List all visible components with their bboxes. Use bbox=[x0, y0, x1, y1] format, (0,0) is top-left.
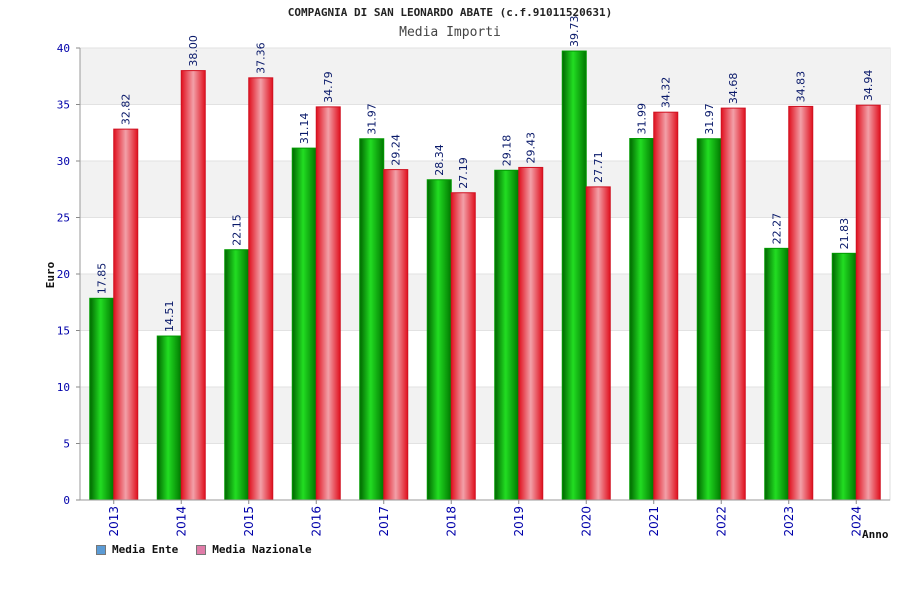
grid-band bbox=[80, 48, 890, 105]
bar-media-ente-2020 bbox=[561, 50, 587, 501]
data-label-media-ente-2013: 17.85 bbox=[96, 263, 109, 295]
x-tick-label-2022: 2022 bbox=[714, 506, 728, 537]
bar-media-nazionale-2017 bbox=[383, 169, 409, 501]
y-tick-label: 40 bbox=[57, 42, 70, 55]
bar-media-ente-2014 bbox=[156, 335, 182, 501]
bar-media-ente-2017 bbox=[359, 138, 385, 501]
data-label-media-ente-2014: 14.51 bbox=[163, 301, 176, 333]
bar-media-ente-2023 bbox=[764, 247, 790, 501]
y-tick-label: 30 bbox=[57, 155, 70, 168]
legend-label-media-ente: Media Ente bbox=[112, 543, 179, 556]
y-tick-label: 0 bbox=[63, 494, 70, 507]
x-tick-label-2014: 2014 bbox=[174, 506, 188, 537]
data-label-media-ente-2015: 22.15 bbox=[231, 214, 244, 246]
x-tick-label-2018: 2018 bbox=[444, 506, 458, 537]
legend-swatch-media-ente bbox=[96, 544, 106, 555]
bar-media-nazionale-2019 bbox=[518, 166, 544, 501]
x-tick-label-2013: 2013 bbox=[107, 506, 121, 537]
chart-subtitle: Media Importi bbox=[399, 25, 501, 40]
bar-media-nazionale-2020 bbox=[585, 186, 611, 501]
data-label-media-nazionale-2016: 34.79 bbox=[322, 71, 335, 103]
legend-swatch-media-nazionale bbox=[196, 544, 207, 555]
data-label-media-nazionale-2013: 32.82 bbox=[120, 94, 133, 126]
grid-band bbox=[80, 274, 890, 331]
data-label-media-ente-2024: 21.83 bbox=[838, 218, 851, 250]
y-tick-label: 5 bbox=[63, 438, 70, 451]
y-axis-label: Euro bbox=[44, 261, 57, 288]
bar-media-ente-2021 bbox=[629, 138, 655, 501]
y-tick-label: 20 bbox=[57, 268, 70, 281]
data-label-media-ente-2022: 31.97 bbox=[703, 103, 716, 135]
bar-media-ente-2022 bbox=[696, 138, 722, 501]
data-label-media-ente-2016: 31.14 bbox=[298, 113, 311, 145]
bar-media-nazionale-2024 bbox=[855, 104, 881, 501]
bar-media-ente-2015 bbox=[224, 249, 250, 501]
bar-media-ente-2019 bbox=[494, 169, 520, 501]
bar-media-nazionale-2018 bbox=[450, 192, 476, 501]
legend-item-media-ente: Media Ente bbox=[96, 543, 178, 556]
x-tick-label-2023: 2023 bbox=[782, 506, 796, 537]
bar-media-nazionale-2014 bbox=[180, 70, 206, 501]
legend-item-media-nazionale: Media Nazionale bbox=[196, 543, 312, 556]
x-tick-label-2017: 2017 bbox=[377, 506, 391, 537]
chart-title: COMPAGNIA DI SAN LEONARDO ABATE (c.f.910… bbox=[287, 6, 613, 19]
bar-media-ente-2013 bbox=[89, 297, 115, 501]
data-label-media-ente-2018: 28.34 bbox=[433, 144, 446, 176]
data-label-media-nazionale-2020: 27.71 bbox=[592, 151, 605, 183]
data-label-media-ente-2017: 31.97 bbox=[366, 103, 379, 135]
data-label-media-nazionale-2015: 37.36 bbox=[255, 42, 268, 74]
bar-media-ente-2016 bbox=[291, 147, 317, 501]
grid-band bbox=[80, 161, 890, 218]
bar-media-nazionale-2022 bbox=[720, 107, 746, 501]
data-label-media-nazionale-2014: 38.00 bbox=[187, 35, 200, 67]
bar-media-nazionale-2013 bbox=[113, 128, 139, 501]
bar-media-ente-2018 bbox=[426, 179, 452, 501]
x-tick-label-2021: 2021 bbox=[647, 506, 661, 537]
data-label-media-nazionale-2022: 34.68 bbox=[727, 73, 740, 105]
data-label-media-ente-2023: 22.27 bbox=[771, 213, 784, 245]
grid-band bbox=[80, 387, 890, 444]
legend: Media Ente Media Nazionale bbox=[96, 543, 312, 556]
legend-label-media-nazionale: Media Nazionale bbox=[212, 543, 312, 556]
data-label-media-nazionale-2018: 27.19 bbox=[457, 157, 470, 189]
x-tick-label-2016: 2016 bbox=[309, 506, 323, 537]
data-label-media-ente-2021: 31.99 bbox=[636, 103, 649, 135]
data-label-media-nazionale-2024: 34.94 bbox=[862, 70, 875, 102]
y-tick-label: 10 bbox=[57, 381, 70, 394]
data-label-media-nazionale-2023: 34.83 bbox=[795, 71, 808, 103]
bar-media-nazionale-2021 bbox=[653, 111, 679, 501]
data-label-media-nazionale-2019: 29.43 bbox=[525, 132, 538, 164]
x-tick-label-2019: 2019 bbox=[512, 506, 526, 537]
bar-media-nazionale-2023 bbox=[788, 105, 814, 501]
data-label-media-nazionale-2017: 29.24 bbox=[390, 134, 403, 166]
y-tick-label: 15 bbox=[57, 325, 70, 338]
x-tick-label-2024: 2024 bbox=[849, 506, 863, 537]
data-label-media-nazionale-2021: 34.32 bbox=[660, 77, 673, 109]
bar-media-ente-2024 bbox=[831, 252, 857, 501]
data-label-media-ente-2020: 39.73 bbox=[568, 16, 581, 48]
x-axis-label: Anno bbox=[862, 528, 889, 541]
bar-media-nazionale-2015 bbox=[248, 77, 274, 501]
y-tick-label: 25 bbox=[57, 212, 70, 225]
x-tick-label-2020: 2020 bbox=[579, 506, 593, 537]
bar-media-nazionale-2016 bbox=[315, 106, 341, 501]
data-label-media-ente-2019: 29.18 bbox=[501, 135, 514, 167]
y-tick-label: 35 bbox=[57, 99, 70, 112]
x-tick-label-2015: 2015 bbox=[242, 506, 256, 537]
